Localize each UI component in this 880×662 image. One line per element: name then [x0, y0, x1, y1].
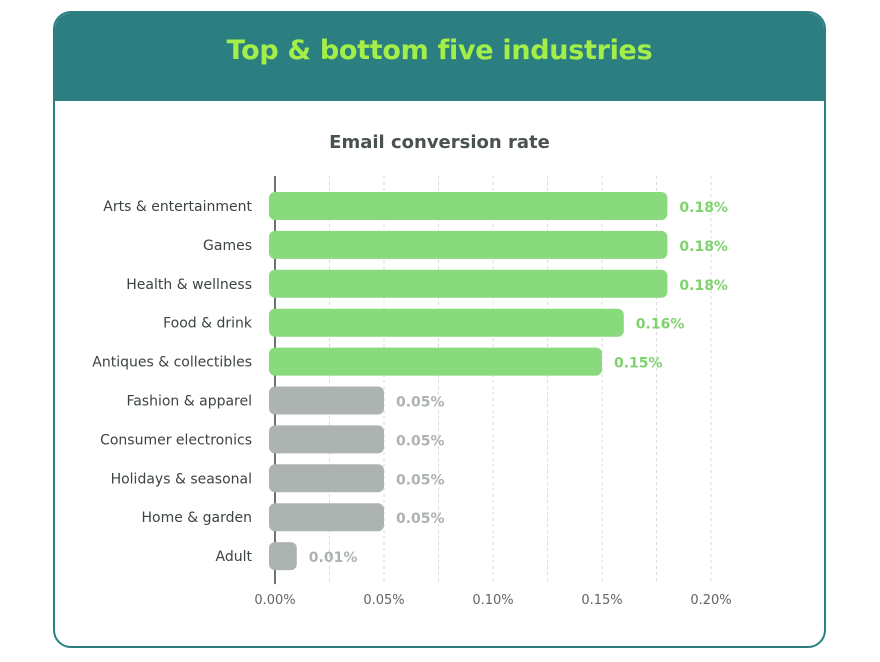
bar	[269, 269, 668, 298]
bar	[269, 542, 297, 571]
data-label: 0.05%	[396, 395, 445, 411]
x-tick-label: 0.20%	[690, 593, 731, 608]
category-label: Food & drink	[163, 316, 253, 332]
data-label: 0.18%	[679, 239, 728, 255]
data-label: 0.01%	[309, 550, 358, 566]
category-label: Antiques & collectibles	[92, 355, 252, 371]
x-tick-label: 0.15%	[581, 593, 622, 608]
data-label: 0.18%	[679, 278, 728, 294]
bar	[269, 386, 384, 415]
x-tick-label: 0.10%	[472, 593, 513, 608]
bar	[269, 425, 384, 454]
card-header: Top & bottom five industries	[55, 13, 824, 101]
category-label: Holidays & seasonal	[111, 471, 252, 487]
bar	[269, 464, 384, 493]
x-tick-label: 0.05%	[363, 593, 404, 608]
card-title: Top & bottom five industries	[226, 35, 653, 66]
bar	[269, 192, 668, 220]
bar	[269, 230, 668, 259]
data-label: 0.15%	[614, 356, 663, 372]
data-label: 0.05%	[396, 433, 445, 449]
bar	[269, 308, 624, 337]
category-label: Arts & entertainment	[103, 199, 252, 215]
data-label: 0.16%	[636, 317, 685, 333]
category-label: Health & wellness	[126, 277, 252, 293]
bar	[269, 347, 602, 376]
data-label: 0.18%	[679, 200, 728, 216]
category-label: Home & garden	[141, 510, 252, 526]
bar	[269, 503, 384, 532]
category-label: Consumer electronics	[100, 432, 252, 448]
chart-card: Top & bottom five industries Email conve…	[53, 11, 826, 648]
x-tick-label: 0.00%	[254, 593, 295, 608]
chart-title: Email conversion rate	[329, 132, 550, 153]
category-label: Fashion & apparel	[126, 394, 252, 410]
category-label: Games	[203, 238, 252, 254]
data-label: 0.05%	[396, 511, 445, 527]
category-label: Adult	[216, 549, 253, 565]
data-label: 0.05%	[396, 472, 445, 488]
